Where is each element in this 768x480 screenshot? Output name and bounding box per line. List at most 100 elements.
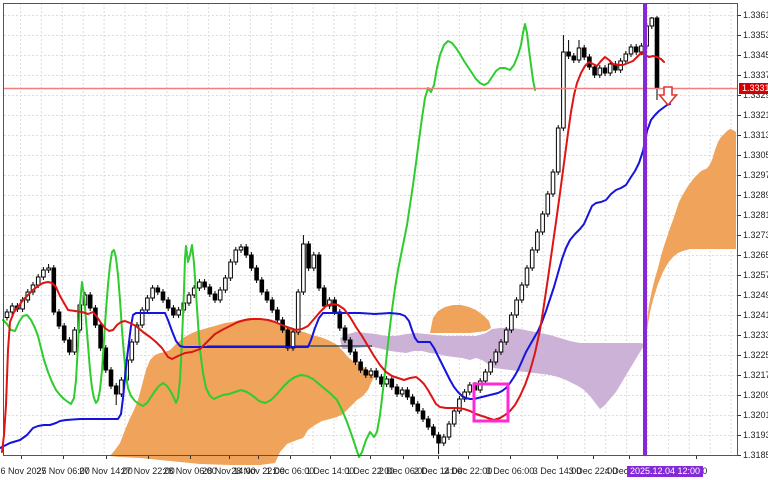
current-price-badge: 1.33313 bbox=[739, 83, 768, 94]
price-axis-label: 1.33370 bbox=[743, 70, 768, 80]
price-axis-label: 1.31930 bbox=[743, 430, 768, 440]
candle bbox=[306, 241, 311, 271]
candle bbox=[566, 40, 571, 59]
candle bbox=[321, 285, 327, 309]
candle bbox=[254, 265, 259, 283]
chikou-span-line bbox=[2, 23, 536, 458]
price-axis-label: 1.33610 bbox=[743, 10, 768, 20]
candle bbox=[373, 368, 379, 380]
time-axis-label: 3 Dec 14:00 bbox=[533, 466, 582, 476]
time-axis-label: 3 Dec 22:00 bbox=[569, 466, 618, 476]
candle bbox=[311, 252, 317, 271]
highlight-rectangle[interactable] bbox=[472, 382, 510, 423]
kumo-left bbox=[110, 318, 374, 465]
candle bbox=[358, 359, 363, 373]
candle bbox=[259, 277, 265, 295]
candle bbox=[425, 416, 431, 430]
candle bbox=[441, 434, 447, 446]
candle bbox=[67, 337, 72, 355]
time-axis-label: 1 Dec 06:00 bbox=[266, 466, 315, 476]
candle bbox=[249, 252, 254, 271]
candle bbox=[571, 53, 577, 63]
rect-annotation[interactable] bbox=[472, 382, 510, 423]
candle bbox=[108, 367, 114, 389]
candle bbox=[519, 282, 525, 303]
candle bbox=[457, 396, 462, 414]
candle bbox=[493, 349, 499, 365]
candle bbox=[212, 291, 218, 303]
candle bbox=[540, 211, 545, 235]
price-axis-label: 1.32090 bbox=[743, 390, 768, 400]
vline-time-badge[interactable]: 2025.12.04 12:00 bbox=[627, 466, 704, 477]
candle bbox=[301, 235, 306, 295]
vertical-time-line[interactable] bbox=[643, 3, 647, 455]
time-axis-label: 2 Dec 22:00 bbox=[444, 466, 493, 476]
candle bbox=[561, 35, 566, 131]
candle bbox=[316, 252, 322, 291]
time-axis-label: 1 Dec 14:00 bbox=[306, 466, 355, 476]
candle bbox=[228, 259, 233, 281]
candle bbox=[197, 279, 202, 291]
candle bbox=[327, 297, 332, 309]
kumo-mid bbox=[430, 305, 491, 333]
candle bbox=[633, 44, 639, 55]
candle bbox=[103, 345, 109, 373]
candle bbox=[498, 339, 504, 355]
candle bbox=[186, 292, 192, 306]
price-axis-label: 1.32890 bbox=[743, 190, 768, 200]
candle bbox=[217, 287, 223, 303]
price-axis-label: 1.32970 bbox=[743, 170, 768, 180]
price-axis-label: 1.31850 bbox=[743, 450, 768, 460]
candle bbox=[597, 65, 603, 78]
candle bbox=[61, 323, 67, 343]
ichimoku-clouds bbox=[110, 129, 736, 465]
candle bbox=[420, 408, 426, 422]
kumo-purple bbox=[340, 328, 645, 409]
price-axis-label: 1.32570 bbox=[743, 270, 768, 280]
time-axis-label: 1 Dec 22:00 bbox=[346, 466, 395, 476]
kijun-sen-line bbox=[0, 103, 671, 449]
candle bbox=[41, 267, 46, 280]
candle bbox=[503, 327, 509, 345]
price-axis-label: 1.33530 bbox=[743, 30, 768, 40]
candle bbox=[171, 305, 176, 318]
candle bbox=[223, 275, 228, 293]
candle bbox=[150, 285, 155, 301]
time-axis-label: 27 Nov 22:00 bbox=[121, 466, 175, 476]
candle bbox=[368, 368, 374, 378]
candle bbox=[649, 17, 655, 29]
candle bbox=[98, 322, 103, 351]
vline-annotation[interactable] bbox=[643, 3, 647, 455]
candle bbox=[467, 382, 473, 395]
candle bbox=[233, 247, 239, 265]
candlesticks bbox=[4, 16, 660, 454]
candle bbox=[462, 389, 467, 402]
kumo-right bbox=[645, 129, 736, 343]
candle bbox=[46, 264, 51, 273]
candle bbox=[623, 51, 629, 64]
sell-arrow-icon[interactable] bbox=[657, 86, 679, 107]
candle bbox=[581, 45, 587, 60]
candle bbox=[139, 307, 145, 328]
price-axis-label: 1.32410 bbox=[743, 310, 768, 320]
price-axis-label: 1.32010 bbox=[743, 410, 768, 420]
candle bbox=[145, 295, 150, 313]
price-axis-label: 1.33050 bbox=[743, 150, 768, 160]
candle bbox=[363, 367, 369, 378]
time-axis-label: 2 Dec 14:00 bbox=[414, 466, 463, 476]
arrow-annotation[interactable] bbox=[657, 86, 679, 107]
candle bbox=[176, 307, 181, 318]
candle bbox=[488, 359, 493, 375]
price-axis-label: 1.33450 bbox=[743, 50, 768, 60]
candle bbox=[113, 383, 119, 405]
candle bbox=[394, 384, 400, 397]
time-axis-label: 2 Dec 06:00 bbox=[379, 466, 428, 476]
price-axis-label: 1.33290 bbox=[743, 90, 768, 100]
candle bbox=[535, 229, 540, 253]
candle bbox=[451, 408, 457, 427]
time-axis-label: 28 Nov 06:00 bbox=[163, 466, 217, 476]
candle bbox=[514, 297, 519, 318]
price-axis-label: 1.32730 bbox=[743, 230, 768, 240]
